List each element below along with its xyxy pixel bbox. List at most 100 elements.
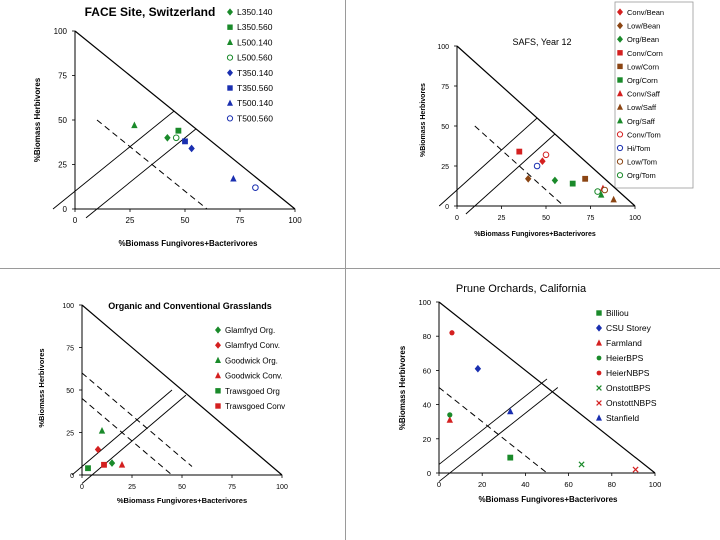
legend-label-t500-560: T500.560 (237, 113, 273, 123)
dashed-reference-line-1 (81, 372, 193, 467)
y-tick-label: 25 (66, 431, 74, 438)
y-tick-label: 25 (58, 161, 67, 170)
triangle-hypotenuse (74, 30, 296, 210)
x-tick-label: 0 (437, 480, 441, 489)
y-axis-label: %Biomass Herbivores (33, 77, 42, 162)
x-tick-label: 50 (178, 484, 186, 491)
legend-marker-conv-bean (617, 8, 623, 16)
legend-label-t350-140: T350.140 (237, 68, 273, 78)
data-point-onstottnbps (632, 466, 639, 473)
x-tick-label: 60 (564, 480, 572, 489)
x-axis-label: %Biomass Fungivores+Bacterivores (117, 496, 247, 505)
dashed-reference-line (96, 119, 208, 210)
legend-marker-org-corn (617, 77, 623, 83)
legend-marker-low-tom (616, 158, 624, 165)
chart-grasslands: 0 25 50 75 100 0 25 50 75 100 Organic and Conventi… (37, 301, 288, 505)
legend-label-l500-140: L500.140 (237, 37, 273, 47)
x-tick-label: 0 (455, 215, 459, 222)
y-tick-label: 40 (423, 401, 431, 410)
legend-label-conv-saff: Conv/Saff (627, 90, 661, 99)
legend-label-heiernbps: HeierNBPS (606, 368, 650, 378)
legend-marker-trawsgoed-conv (215, 403, 221, 409)
legend-marker-glamfryd-conv (215, 341, 221, 349)
chart-title: FACE Site, Switzerland (85, 5, 216, 19)
x-tick-label: 100 (288, 216, 302, 225)
x-tick-label: 100 (629, 215, 641, 222)
data-point-conv-corn (516, 148, 523, 155)
legend-marker-low-bean (617, 22, 623, 30)
solid-reference-line-2 (465, 133, 556, 215)
triangle-hypotenuse (438, 301, 656, 474)
y-tick-label: 100 (437, 44, 449, 51)
legend-marker-farmland (596, 339, 602, 346)
x-tick-label: 40 (521, 480, 529, 489)
y-tick-label: 80 (423, 332, 431, 341)
data-point-org-tom (594, 188, 601, 195)
legend-label-l350-560: L350.560 (237, 22, 273, 32)
x-tick-label: 80 (608, 480, 616, 489)
legend-label-conv-corn: Conv/Corn (627, 49, 663, 58)
legend-marker-onstottnbps-stroke-2 (596, 400, 602, 406)
y-tick-label: 50 (441, 124, 449, 131)
data-point-t500-140 (230, 174, 237, 182)
legend-label-goodwick-org: Goodwick Org. (225, 356, 278, 365)
x-tick-label: 50 (542, 215, 550, 222)
solid-reference-line-1 (438, 117, 538, 207)
legend-marker-t350-560 (227, 85, 233, 91)
x-tick-label: 0 (73, 216, 78, 225)
data-point-l350-560 (175, 127, 182, 134)
data-point-conv-tom (542, 151, 550, 159)
x-axis-label: %Biomass Fungivores+Bacterivores (474, 231, 596, 238)
legend-marker-hi-tom (616, 144, 624, 152)
data-point-billiou (507, 454, 514, 461)
legend-label-glamfryd-org: Glamfryd Org. (225, 326, 275, 335)
legend-label-low-saff: Low/Saff (627, 103, 657, 112)
data-point-farmland (446, 416, 453, 423)
y-tick-label: 50 (66, 388, 74, 395)
y-tick-label: 100 (62, 303, 74, 310)
x-tick-label: 25 (498, 215, 506, 222)
legend-marker-org-bean (617, 35, 623, 43)
dashed-reference-line-2 (81, 398, 173, 476)
legend-label-stanfield: Stanfield (606, 413, 639, 423)
triangle-hypotenuse (81, 304, 283, 476)
data-point-l500-560 (172, 134, 180, 142)
data-point-org-corn (569, 180, 576, 187)
legend-marker-org-saff (617, 117, 623, 124)
x-tick-label: 100 (649, 480, 662, 489)
legend-marker-csu-storey (596, 324, 602, 332)
legend-marker-l500-140 (227, 38, 233, 45)
solid-reference-line-2 (81, 394, 187, 484)
x-axis-label: %Biomass Fungivores+Bacterivores (119, 239, 258, 248)
x-tick-label: 0 (80, 484, 84, 491)
y-axis-label: %Biomass Herbivores (420, 83, 427, 157)
legend-label-l350-140: L350.140 (237, 7, 273, 17)
x-axis-label: %Biomass Fungivores+Bacterivores (479, 495, 618, 504)
data-point-glamfryd-org (108, 459, 116, 467)
data-point-l350-140 (164, 134, 171, 142)
y-tick-label: 60 (423, 366, 431, 375)
legend-marker-goodwick-conv (215, 372, 221, 379)
data-point-goodwick-conv (118, 461, 126, 468)
legend-label-onstottbps: OnstottBPS (606, 383, 651, 393)
horizontal-divider (0, 268, 720, 269)
legend-label-onstottnbps: OnstottNBPS (606, 398, 657, 408)
legend-marker-conv-corn (617, 50, 623, 56)
data-point-t350-560 (182, 138, 188, 145)
x-tick-label: 100 (276, 484, 288, 491)
data-point-csu-storey (474, 364, 482, 373)
data-point-hi-tom (533, 162, 541, 170)
x-tick-label: 75 (587, 215, 595, 222)
legend-frame (614, 1, 694, 189)
legend-label-t350-560: T350.560 (237, 83, 273, 93)
data-point-org-saff (597, 191, 605, 198)
chart-title: Prune Orchards, California (456, 283, 587, 295)
legend-label-org-saff: Org/Saff (627, 117, 656, 126)
legend-marker-trawsgoed-org (215, 388, 221, 394)
data-point-trawsgoed-org (85, 465, 91, 472)
legend-label-l500-560: L500.560 (237, 53, 273, 63)
legend-label-conv-bean: Conv/Bean (627, 8, 664, 17)
x-tick-label: 25 (128, 484, 136, 491)
x-tick-label: 20 (478, 480, 486, 489)
